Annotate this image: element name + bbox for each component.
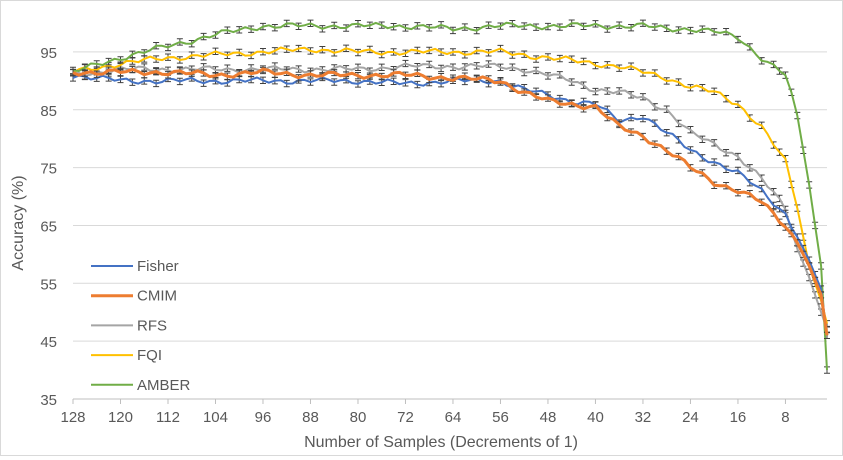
gridlines [72,51,827,404]
legend: Fisher CMIM RFS FQI AMBER [91,258,191,394]
x-tick-label: 8 [781,409,789,426]
error-bar [70,68,76,77]
y-axis-label: Accuracy (%) [10,175,27,270]
x-tick-label: 128 [60,409,85,426]
series-fisher [70,72,830,340]
series-amber [70,19,830,374]
legend-label: RFS [137,317,167,334]
error-bars [70,65,830,340]
y-tick-label: 45 [40,334,57,351]
error-bars [70,72,830,340]
y-tick-label: 55 [40,276,57,293]
x-tick-label: 80 [350,409,367,426]
x-tick-label: 40 [587,409,604,426]
x-tick-label: 56 [492,409,509,426]
x-tick-label: 112 [156,409,180,426]
x-tick-label: 48 [540,409,557,426]
x-tick-label: 120 [108,409,133,426]
series-line-cmim [72,67,829,336]
legend-label: AMBER [137,377,191,394]
x-tick-label: 16 [730,409,747,426]
y-tick-label: 95 [40,45,57,62]
x-tick-label: 24 [682,409,699,426]
x-tick-label: 104 [203,409,228,426]
x-tick-label: 64 [445,409,462,426]
legend-label: CMIM [137,288,177,305]
x-axis-label: Number of Samples (Decrements of 1) [304,434,578,451]
series-line-fisher [72,74,828,336]
x-tick-label: 72 [397,409,414,426]
legend-label: FQI [137,347,162,364]
y-tick-label: 85 [40,103,57,120]
error-bars [70,59,830,334]
legend-label: Fisher [137,258,179,275]
series-rfs [70,59,830,334]
series-line-fqi [72,46,828,325]
series-layer [70,19,830,374]
series-cmim [70,65,830,340]
y-tick-labels: 35 45 55 65 75 85 95 [40,45,57,409]
y-tick-label: 75 [40,161,57,178]
x-tick-labels: 128 120 112 104 96 88 80 72 64 56 48 40 32 24 16 8 [60,409,789,426]
x-tick-label: 32 [635,409,652,426]
series-line-amber [72,21,828,371]
x-tick-label: 88 [302,409,319,426]
series-line-rfs [72,62,828,330]
y-tick-label: 35 [40,392,57,409]
y-tick-label: 65 [40,218,57,235]
x-tick-label: 96 [255,409,272,426]
